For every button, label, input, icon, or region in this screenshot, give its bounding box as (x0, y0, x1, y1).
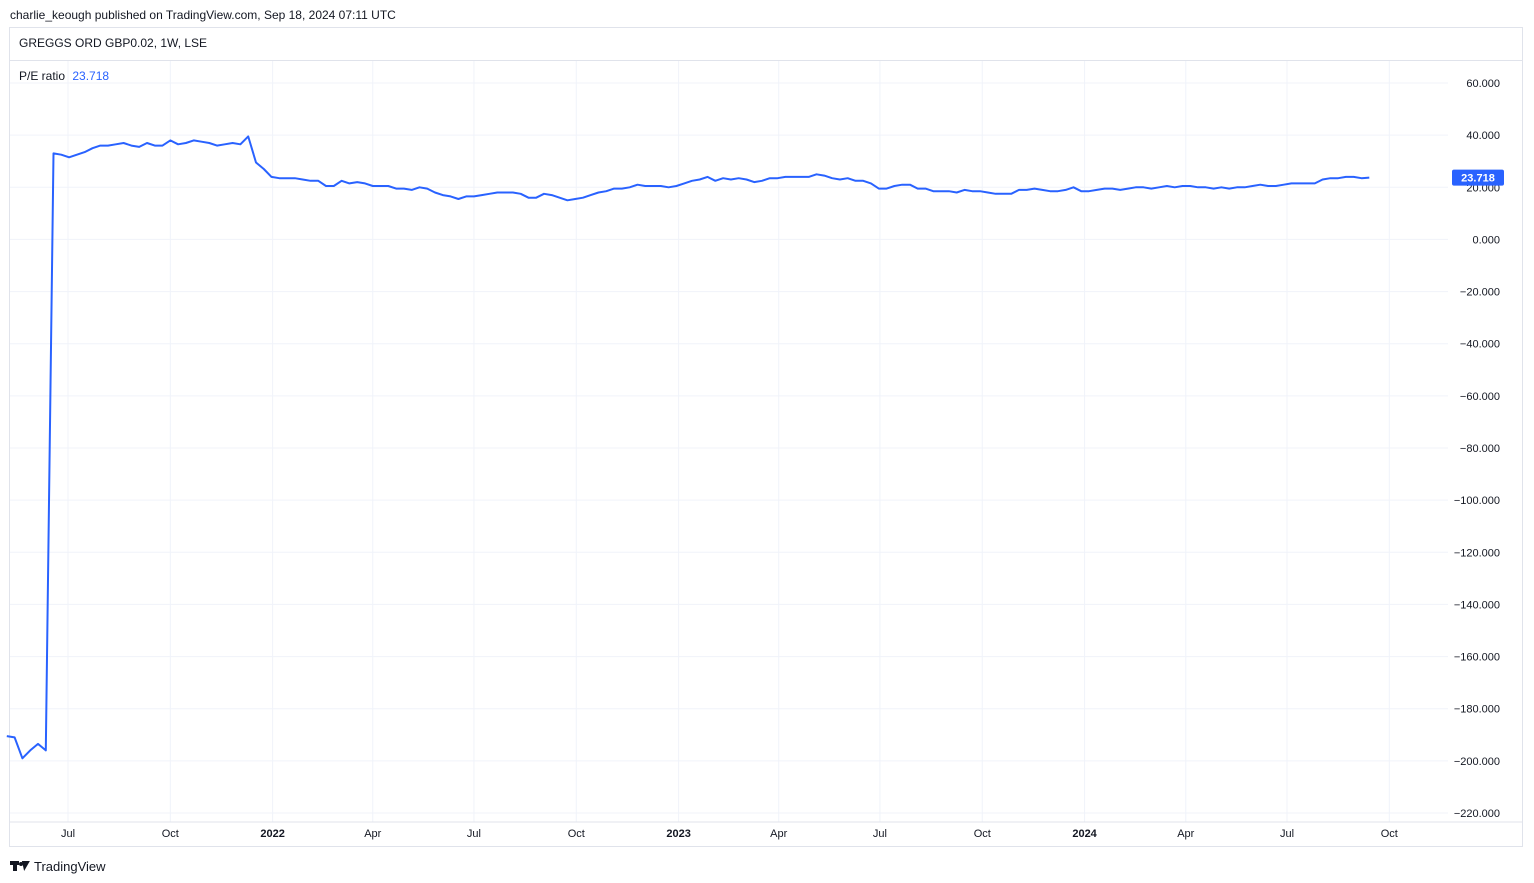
y-tick-label: −60.000 (1460, 391, 1500, 403)
x-tick-label: Oct (162, 828, 179, 840)
publisher-line: charlie_keough published on TradingView.… (10, 8, 396, 22)
x-tick-label: 2023 (666, 828, 690, 840)
y-tick-label: −100.000 (1454, 495, 1500, 507)
legend-name: P/E ratio (19, 69, 66, 83)
y-tick-label: −80.000 (1460, 443, 1500, 455)
y-tick-label: −200.000 (1454, 756, 1500, 768)
y-tick-label: −140.000 (1454, 599, 1500, 611)
footer[interactable]: TradingView (10, 857, 106, 875)
tradingview-logo-icon (10, 859, 30, 873)
x-tick-label: Jul (873, 828, 887, 840)
symbol-title: GREGGS ORD GBP0.02, 1W, LSE (19, 36, 208, 50)
y-axis: 60.00040.00020.0000.000−20.000−40.000−60… (1454, 78, 1500, 820)
x-tick-label: 2022 (260, 828, 284, 840)
x-tick-label: Oct (974, 828, 991, 840)
x-tick-label: Apr (770, 828, 787, 840)
last-value-badge (1452, 169, 1504, 186)
last-value-text: 23.718 (1461, 173, 1495, 185)
y-tick-label: 40.000 (1466, 130, 1500, 142)
x-tick-label: Oct (1381, 828, 1398, 840)
x-tick-label: 2024 (1072, 828, 1097, 840)
last-value-label: 23.718 (1452, 169, 1504, 186)
pe-ratio-line (6, 135, 1370, 760)
legend-value: 23.718 (72, 69, 110, 83)
y-tick-label: −40.000 (1460, 339, 1500, 351)
footer-brand: TradingView (34, 858, 106, 874)
x-tick-label: Oct (568, 828, 585, 840)
x-tick-label: Jul (61, 828, 75, 840)
symbol-header: GREGGS ORD GBP0.02, 1W, LSE (10, 28, 1522, 61)
y-tick-label: 0.000 (1472, 234, 1500, 246)
indicator-legend: P/E ratio 23.718 (19, 69, 109, 83)
y-tick-label: −20.000 (1460, 287, 1500, 299)
x-tick-label: Jul (467, 828, 481, 840)
x-tick-label: Apr (1177, 828, 1194, 840)
x-tick-label: Apr (364, 828, 381, 840)
y-tick-label: −220.000 (1454, 808, 1500, 820)
grid-lines (10, 61, 1448, 822)
chart-frame: GREGGS ORD GBP0.02, 1W, LSE P/E ratio 23… (9, 27, 1523, 847)
x-tick-label: Jul (1280, 828, 1294, 840)
y-tick-label: −180.000 (1454, 704, 1500, 716)
y-tick-label: −120.000 (1454, 547, 1500, 559)
y-tick-label: −160.000 (1454, 652, 1500, 664)
x-axis: Jul Oct 2022 Apr Jul Oct 2023 Apr Jul Oct 2024 Apr J… (9, 821, 1523, 840)
y-tick-label: 60.000 (1466, 78, 1500, 90)
